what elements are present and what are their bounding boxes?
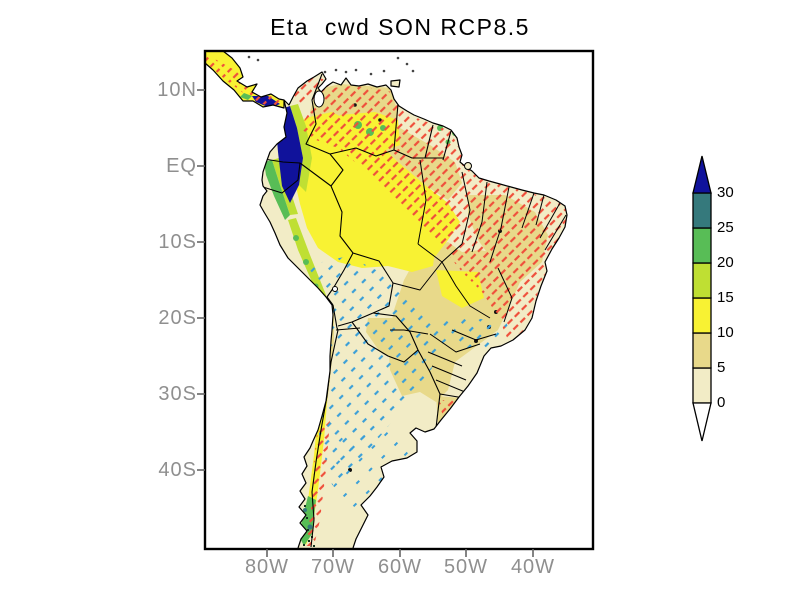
- figure-title: Eta cwd SON RCP8.5: [270, 14, 530, 40]
- lat-label-10N: 10N: [157, 79, 197, 101]
- trinidad-island: [390, 79, 401, 88]
- latitude-ticks: [197, 89, 205, 471]
- colorbar-label-15: 15: [717, 289, 734, 306]
- colorbar-label-5: 5: [717, 359, 726, 376]
- colorbar-under-arrow: [692, 402, 712, 442]
- marajo-island: [464, 162, 472, 170]
- colorbar-label-10: 10: [717, 324, 734, 341]
- lat-label-30S: 30S: [158, 383, 197, 405]
- caribbean-island-specks: [247, 55, 415, 76]
- lake-maracaibo: [313, 90, 325, 108]
- brazil-state-borders: [390, 159, 567, 393]
- colorbar-segment-5-10: [692, 332, 712, 369]
- lat-label-EQ: EQ: [166, 155, 197, 177]
- colorbar-label-25: 25: [717, 219, 734, 236]
- map-frame: [203, 49, 595, 551]
- colorbar-segment-10-15: [692, 297, 712, 334]
- colorbar-over-arrow: [692, 155, 712, 194]
- lon-label-40W: 40W: [510, 556, 556, 578]
- colorbar-segment-25-30: [692, 192, 712, 229]
- lon-label-60W: 60W: [377, 556, 423, 578]
- lon-label-50W: 50W: [443, 556, 489, 578]
- lon-label-70W: 70W: [310, 556, 356, 578]
- lat-label-10S: 10S: [158, 231, 197, 253]
- country-borders: [262, 73, 567, 548]
- lat-label-40S: 40S: [158, 459, 197, 481]
- lake-titicaca: [332, 286, 338, 292]
- coastlines: [204, 50, 568, 549]
- lon-label-80W: 80W: [244, 556, 290, 578]
- colorbar-label-20: 20: [717, 254, 734, 271]
- colorbar-segments: [692, 192, 712, 404]
- colorbar-label-0: 0: [717, 394, 726, 411]
- lat-label-20S: 20S: [158, 307, 197, 329]
- longitude-ticks: [266, 549, 534, 557]
- colorbar-segment-0-5: [692, 367, 712, 404]
- colorbar: [692, 155, 712, 442]
- colorbar-segment-20-25: [692, 227, 712, 264]
- colorbar-segment-15-20: [692, 262, 712, 299]
- colorbar-label-30: 30: [717, 184, 734, 201]
